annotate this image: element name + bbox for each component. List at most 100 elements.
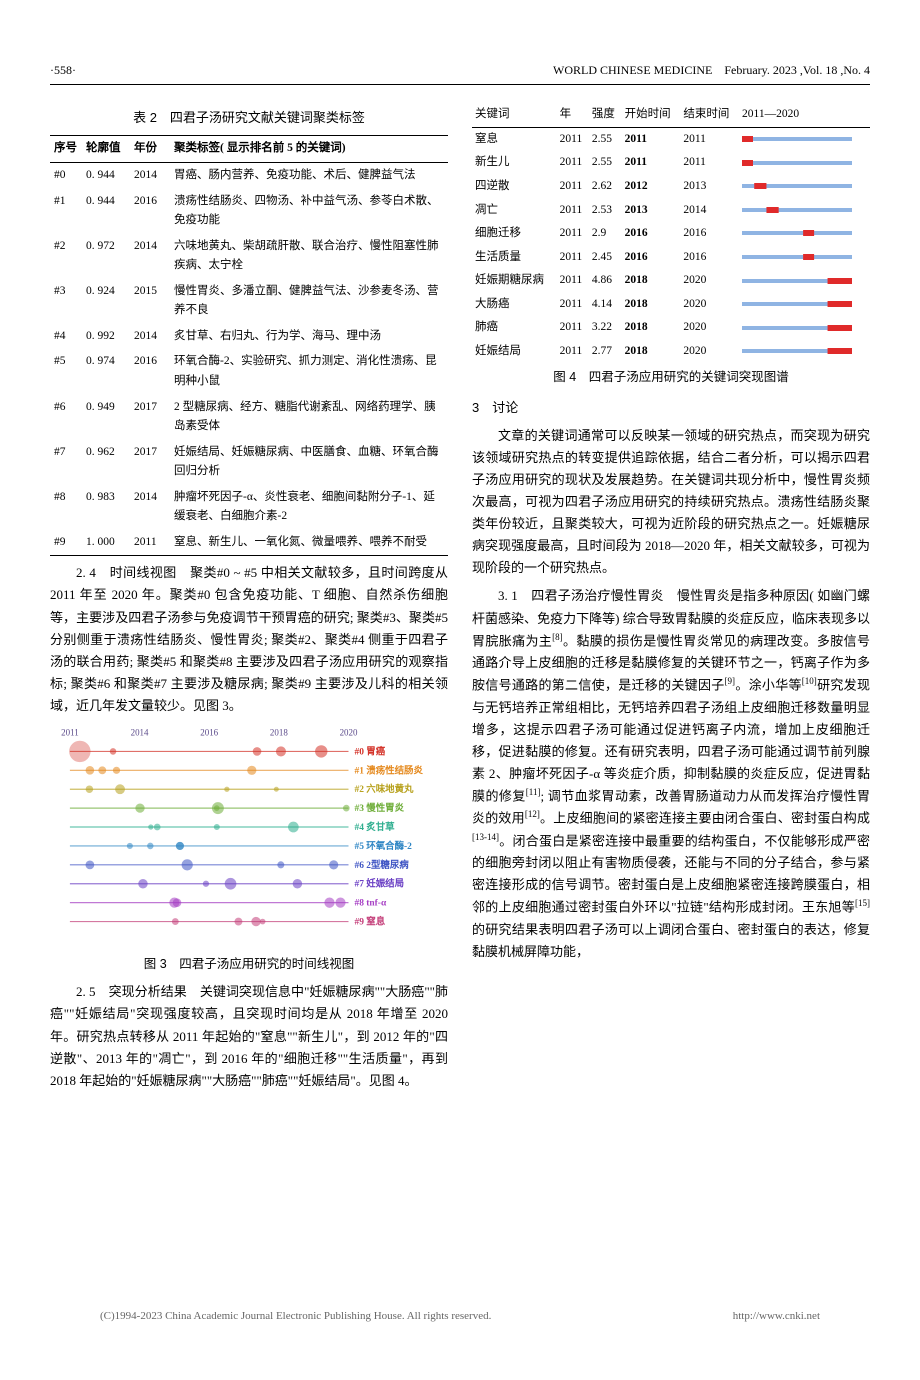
svg-text:#2 六味地黄丸: #2 六味地黄丸 [354,783,414,795]
burst-cell: 大肠癌 [472,293,557,317]
footer-left: (C)1994-2023 China Academic Journal Elec… [100,1307,491,1326]
burst-row: 生活质量20112.4520162016 [472,246,870,270]
table-cell: 0. 949 [82,395,130,440]
burst-cell: 2018 [622,293,681,317]
table-row: #30. 9242015慢性胃炎、多潘立酮、健脾益气法、沙参麦冬汤、营养不良 [50,279,448,324]
journal-info: WORLD CHINESE MEDICINE February. 2023 ,V… [553,60,870,80]
burst-cell: 妊娠期糖尿病 [472,269,557,293]
burst-bar-cell [739,127,870,151]
burst-row: 妊娠结局20112.7720182020 [472,340,870,364]
table-cell: #0 [50,163,82,189]
table-row: #40. 9922014炙甘草、右归丸、行为学、海马、理中汤 [50,324,448,350]
table-cell: #1 [50,189,82,234]
burst-cell: 4.14 [589,293,622,317]
table-cell: #4 [50,324,82,350]
th-seq: 序号 [50,136,82,163]
burst-cell: 2011 [557,316,589,340]
para-3-0: 文章的关键词通常可以反映某一领域的研究热点，而突现为研究该领域研究热点的转变提供… [472,425,870,580]
svg-text:#6 2型糖尿病: #6 2型糖尿病 [354,859,409,871]
table-cell: 肿瘤坏死因子-α、炎性衰老、细胞间黏附分子-1、延缓衰老、白细胞介素-2 [170,485,448,530]
burst-cell: 2013 [680,175,739,199]
table-cell: 2017 [130,440,170,485]
bth-end: 结束时间 [680,103,739,127]
burst-cell: 4.86 [589,269,622,293]
page-footer: (C)1994-2023 China Academic Journal Elec… [50,1307,870,1326]
burst-cell: 2014 [680,199,739,223]
svg-text:2018: 2018 [270,727,288,737]
table-cell: 0. 962 [82,440,130,485]
burst-cell: 2016 [680,246,739,270]
burst-cell: 2.9 [589,222,622,246]
table-cell: 0. 983 [82,485,130,530]
burst-bar-cell [739,269,870,293]
svg-text:#7 妊娠结局: #7 妊娠结局 [354,878,404,890]
burst-cell: 细胞迁移 [472,222,557,246]
burst-row: 四逆散20112.6220122013 [472,175,870,199]
table-cell: 0. 992 [82,324,130,350]
timeline-svg: 20112014201620182020#0 胃癌#1 溃疡性结肠炎#2 六味地… [50,723,448,943]
table-cell: 溃疡性结肠炎、四物汤、补中益气汤、参苓白术散、免疫功能 [170,189,448,234]
burst-cell: 2018 [622,269,681,293]
para-3-1: 3. 1 四君子汤治疗慢性胃炎 慢性胃炎是指多种原因( 如幽门螺杆菌感染、免疫力… [472,585,870,963]
burst-cell: 2011 [557,246,589,270]
burst-cell: 2011 [557,293,589,317]
svg-text:2016: 2016 [200,727,218,737]
svg-text:#0 胃癌: #0 胃癌 [354,745,385,757]
table-cell: 0. 944 [82,189,130,234]
th-year: 年份 [130,136,170,163]
figure-3: 20112014201620182020#0 胃癌#1 溃疡性结肠炎#2 六味地… [50,723,448,950]
table-cell: #7 [50,440,82,485]
burst-cell: 新生儿 [472,151,557,175]
bth-strength: 强度 [589,103,622,127]
table-cell: 0. 924 [82,279,130,324]
burst-cell: 2020 [680,293,739,317]
burst-cell: 肺癌 [472,316,557,340]
table-row: #80. 9832014肿瘤坏死因子-α、炎性衰老、细胞间黏附分子-1、延缓衰老… [50,485,448,530]
burst-cell: 妊娠结局 [472,340,557,364]
table-cell: #5 [50,349,82,394]
table-cell: #9 [50,530,82,556]
para-2-4: 2. 4 时间线视图 聚类#0 ~ #5 中相关文献较多，且时间跨度从 2011… [50,562,448,717]
bth-range: 2011—2020 [739,103,870,127]
table-cell: #8 [50,485,82,530]
svg-text:#1 溃疡性结肠炎: #1 溃疡性结肠炎 [354,764,423,776]
table-cell: #6 [50,395,82,440]
burst-cell: 2011 [680,127,739,151]
table-row: #10. 9442016溃疡性结肠炎、四物汤、补中益气汤、参苓白术散、免疫功能 [50,189,448,234]
table-cell: 2014 [130,234,170,279]
svg-text:#4 炙甘草: #4 炙甘草 [354,821,395,833]
burst-bar-cell [739,175,870,199]
table-cell: 0. 972 [82,234,130,279]
burst-cell: 2012 [622,175,681,199]
burst-bar-cell [739,222,870,246]
table-cell: 2 型糖尿病、经方、糖脂代谢紊乱、网络药理学、胰岛素受体 [170,395,448,440]
burst-cell: 窒息 [472,127,557,151]
table-cell: #2 [50,234,82,279]
page-header: ·558· WORLD CHINESE MEDICINE February. 2… [50,60,870,85]
burst-bar-cell [739,316,870,340]
svg-text:2020: 2020 [340,727,358,737]
burst-cell: 2.62 [589,175,622,199]
svg-text:2014: 2014 [131,727,149,737]
table-cell: #3 [50,279,82,324]
burst-row: 肺癌20113.2220182020 [472,316,870,340]
two-column-layout: 表 2 四君子汤研究文献关键词聚类标签 序号 轮廓值 年份 聚类标签( 显示排名… [50,103,870,1097]
svg-text:#8 tnf-α: #8 tnf-α [354,899,386,909]
table2-title: 表 2 四君子汤研究文献关键词聚类标签 [50,107,448,129]
burst-cell: 2.77 [589,340,622,364]
burst-bar-cell [739,340,870,364]
burst-cell: 2016 [622,222,681,246]
table-row: #50. 9742016环氧合酶-2、实验研究、抓力测定、消化性溃疡、昆明种小鼠 [50,349,448,394]
table-cell: 妊娠结局、妊娠糖尿病、中医膳食、血糖、环氧合酶回归分析 [170,440,448,485]
burst-cell: 2011 [557,175,589,199]
burst-cell: 2011 [557,269,589,293]
burst-row: 窒息20112.5520112011 [472,127,870,151]
burst-cell: 生活质量 [472,246,557,270]
burst-row: 妊娠期糖尿病20114.8620182020 [472,269,870,293]
burst-cell: 2.45 [589,246,622,270]
burst-cell: 2013 [622,199,681,223]
table-cell: 2017 [130,395,170,440]
burst-cell: 2016 [680,222,739,246]
table-cell: 窒息、新生儿、一氧化氮、微量喂养、喂养不耐受 [170,530,448,556]
table-row: #60. 94920172 型糖尿病、经方、糖脂代谢紊乱、网络药理学、胰岛素受体 [50,395,448,440]
